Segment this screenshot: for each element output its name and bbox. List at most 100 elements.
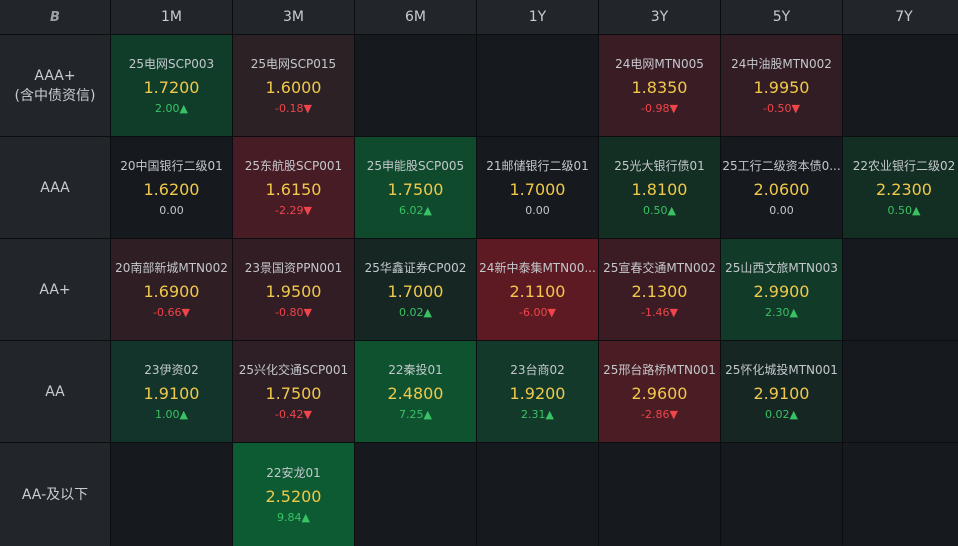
yield-change: -6.00▼ [519, 305, 556, 319]
bond-cell[interactable]: 21邮储银行二级01 1.7000 0.00 [477, 137, 598, 238]
yield-change: -1.46▼ [641, 305, 678, 319]
bond-yield: 1.6900 [143, 281, 200, 301]
bond-cell[interactable]: 23景国资PPN001 1.9500 -0.80▼ [233, 239, 354, 340]
bond-cell[interactable]: 23伊资02 1.9100 1.00▲ [111, 341, 232, 442]
yield-change: 9.84▲ [277, 510, 310, 524]
yield-change: 2.31▲ [521, 407, 554, 421]
yield-change: -0.98▼ [641, 101, 678, 115]
bond-cell[interactable]: 24新中泰集MTN00... 2.1100 -6.00▼ [477, 239, 598, 340]
yield-change: -0.18▼ [275, 101, 312, 115]
bond-cell[interactable]: 25怀化城投MTN001 2.9100 0.02▲ [721, 341, 842, 442]
column-header-1m[interactable]: 1M [111, 0, 232, 34]
bond-cell[interactable]: 20中国银行二级01 1.6200 0.00 [111, 137, 232, 238]
bond-cell[interactable]: 24电网MTN005 1.8350 -0.98▼ [599, 35, 720, 136]
bond-yield: 1.7000 [509, 179, 566, 199]
bond-name: 22安龙01 [266, 465, 321, 480]
bond-name: 23伊资02 [144, 362, 199, 377]
bond-name: 25宣春交通MTN002 [603, 260, 716, 275]
bond-cell[interactable]: 25申能股SCP005 1.7500 6.02▲ [355, 137, 476, 238]
bond-name: 23景国资PPN001 [244, 260, 343, 275]
bond-yield: 2.4800 [387, 383, 444, 403]
column-header-5y[interactable]: 5Y [721, 0, 842, 34]
bond-cell[interactable]: 24中油股MTN002 1.9950 -0.50▼ [721, 35, 842, 136]
bond-name: 25电网SCP003 [128, 56, 215, 71]
bond-cell[interactable]: 20南部新城MTN002 1.6900 -0.66▼ [111, 239, 232, 340]
bond-cell[interactable]: 22安龙01 2.5200 9.84▲ [233, 443, 354, 546]
row-label-line: AAA+ [34, 67, 76, 84]
yield-change: 0.02▲ [765, 407, 798, 421]
bond-name: 20南部新城MTN002 [115, 260, 228, 275]
bond-cell[interactable]: 25电网SCP015 1.6000 -0.18▼ [233, 35, 354, 136]
bond-yield: 2.1100 [509, 281, 566, 301]
empty-cell [477, 443, 598, 546]
row-label: AA-及以下 [0, 443, 110, 546]
empty-cell [111, 443, 232, 546]
yield-change: 0.50▲ [643, 203, 676, 217]
yield-change: -0.66▼ [153, 305, 190, 319]
column-header-3m[interactable]: 3M [233, 0, 354, 34]
bond-cell[interactable]: 25电网SCP003 1.7200 2.00▲ [111, 35, 232, 136]
yield-change: -2.29▼ [275, 203, 312, 217]
bond-cell[interactable]: 25东航股SCP001 1.6150 -2.29▼ [233, 137, 354, 238]
yield-change: -2.86▼ [641, 407, 678, 421]
empty-cell [355, 443, 476, 546]
bond-cell[interactable]: 25宣春交通MTN002 2.1300 -1.46▼ [599, 239, 720, 340]
bond-name: 23台商02 [510, 362, 565, 377]
column-header-6m[interactable]: 6M [355, 0, 476, 34]
bond-name: 24电网MTN005 [615, 56, 704, 71]
bond-yield: 2.5200 [265, 486, 322, 506]
bond-yield: 1.8350 [631, 77, 688, 97]
bond-cell[interactable]: 25邢台路桥MTN001 2.9600 -2.86▼ [599, 341, 720, 442]
bond-yield: 2.9600 [631, 383, 688, 403]
bond-cell[interactable]: 23台商02 1.9200 2.31▲ [477, 341, 598, 442]
column-header-7y[interactable]: 7Y [843, 0, 958, 34]
bond-yield: 2.9100 [753, 383, 810, 403]
column-header-1y[interactable]: 1Y [477, 0, 598, 34]
bond-name: 25山西文旅MTN003 [725, 260, 838, 275]
yield-change: 0.02▲ [399, 305, 432, 319]
bond-yield: 1.7200 [143, 77, 200, 97]
yield-change: 0.50▲ [887, 203, 921, 217]
bond-name: 20中国银行二级01 [120, 158, 223, 173]
bond-name: 25申能股SCP005 [366, 158, 465, 173]
yield-change: -0.50▼ [763, 101, 800, 115]
bond-name: 24新中泰集MTN00... [479, 260, 596, 275]
empty-cell [843, 341, 958, 442]
yield-change: 0.00 [769, 203, 794, 217]
bond-yield: 1.6150 [265, 179, 322, 199]
bond-name: 22农业银行二级02 [852, 158, 956, 173]
bond-yield: 2.9900 [753, 281, 810, 301]
yield-change: -0.80▼ [275, 305, 312, 319]
yield-change: 7.25▲ [399, 407, 432, 421]
row-label-line: AA+ [39, 281, 71, 298]
row-label-line: (含中债资信) [14, 87, 96, 104]
row-label: AA [0, 341, 110, 442]
bond-yield: 1.9200 [509, 383, 566, 403]
bond-name: 24中油股MTN002 [731, 56, 832, 71]
bond-cell[interactable]: 25光大银行债01 1.8100 0.50▲ [599, 137, 720, 238]
bond-cell[interactable]: 25工行二级资本债0... 2.0600 0.00 [721, 137, 842, 238]
yield-change: 0.00 [159, 203, 184, 217]
bond-name: 25怀化城投MTN001 [725, 362, 838, 377]
bond-yield: 1.9500 [265, 281, 322, 301]
bond-yield: 1.6000 [265, 77, 322, 97]
empty-cell [355, 35, 476, 136]
row-label: AA+ [0, 239, 110, 340]
bond-cell[interactable]: 25兴化交通SCP001 1.7500 -0.42▼ [233, 341, 354, 442]
bond-name: 25兴化交通SCP001 [238, 362, 349, 377]
bond-cell[interactable]: 22农业银行二级02 2.2300 0.50▲ [843, 137, 958, 238]
bond-yield: 2.1300 [631, 281, 688, 301]
row-label-line: AA-及以下 [21, 486, 89, 503]
bond-name: 25光大银行债01 [614, 158, 705, 173]
bond-name: 25邢台路桥MTN001 [603, 362, 716, 377]
bond-yield: 1.8100 [631, 179, 688, 199]
bond-yield: 1.6200 [143, 179, 200, 199]
empty-cell [477, 35, 598, 136]
bond-cell[interactable]: 22秦投01 2.4800 7.25▲ [355, 341, 476, 442]
bond-cell[interactable]: 25山西文旅MTN003 2.9900 2.30▲ [721, 239, 842, 340]
column-header-3y[interactable]: 3Y [599, 0, 720, 34]
yield-change: 2.30▲ [765, 305, 798, 319]
empty-cell [843, 239, 958, 340]
bond-cell[interactable]: 25华鑫证券CP002 1.7000 0.02▲ [355, 239, 476, 340]
